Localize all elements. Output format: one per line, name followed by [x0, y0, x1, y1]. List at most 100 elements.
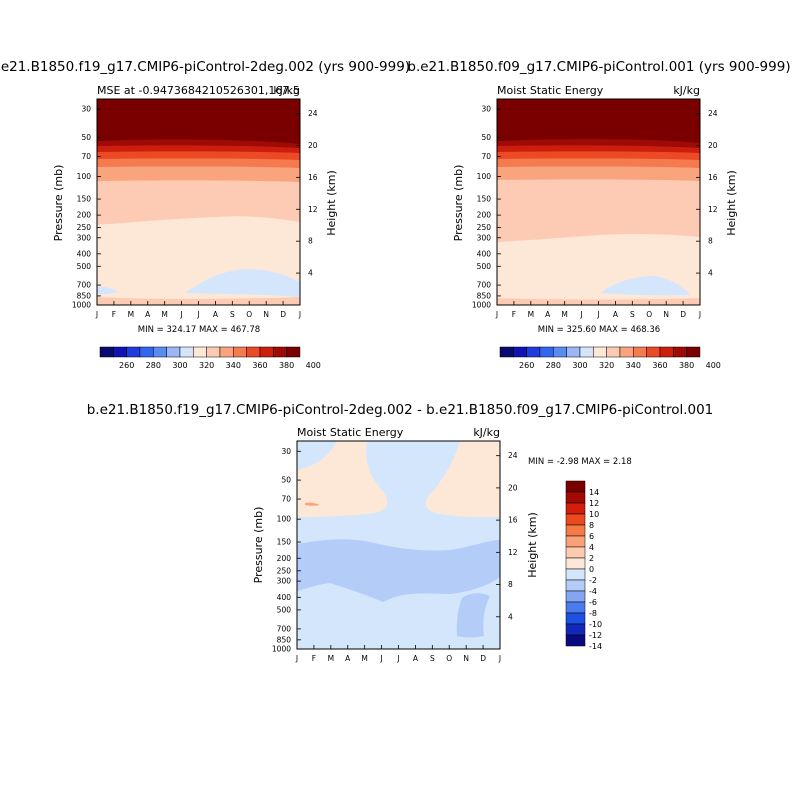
x-tick-label: N — [663, 310, 669, 319]
panel-1-right-label: kJ/kg — [273, 84, 300, 97]
y-tick-label: 850 — [277, 635, 292, 644]
colorbar-label: -14 — [589, 642, 602, 651]
x-tick-label: J — [379, 654, 382, 663]
colorbar-label: 8 — [589, 521, 594, 530]
y-tick-label: 150 — [477, 195, 492, 204]
y2-tick-label: 24 — [308, 109, 318, 118]
y-tick-label: 50 — [81, 133, 91, 142]
y-tick-label: 100 — [477, 172, 492, 181]
y-tick-label: 150 — [77, 195, 92, 204]
panel-2-ylabel-right: Height (km) — [725, 170, 738, 236]
colorbar-label: 340 — [626, 361, 641, 370]
colorbar-swatch — [539, 346, 554, 358]
panel-1-ylabel-right: Height (km) — [325, 170, 338, 236]
x-tick-label: D — [280, 310, 286, 319]
x-tick-label: M — [528, 310, 534, 319]
colorbar-swatch — [246, 346, 261, 358]
y-tick-label: 30 — [81, 105, 91, 114]
y-tick-label: 300 — [277, 577, 292, 586]
colorbar-swatch — [565, 491, 586, 504]
panel-1-stats: MIN = 324.17 MAX = 467.78 — [138, 325, 260, 335]
y-tick-label: 500 — [77, 262, 92, 271]
y-tick-label: 200 — [477, 211, 492, 220]
x-tick-label: A — [545, 310, 551, 319]
colorbar-swatch — [565, 623, 586, 636]
colorbar-label: 300 — [572, 361, 587, 370]
panel-2-colorbar: 260 280 300 320 340 360 380 400 — [499, 346, 721, 370]
x-tick-label: A — [345, 654, 351, 663]
colorbar-swatch — [606, 346, 621, 358]
colorbar-swatch — [193, 346, 207, 358]
panel-3-stats: MIN = -2.98 MAX = 2.18 — [528, 457, 632, 467]
y-tick-label: 300 — [477, 233, 492, 242]
x-tick-label: J — [196, 310, 199, 319]
panel-2-right-label: kJ/kg — [673, 84, 700, 97]
colorbar-swatch — [659, 346, 674, 358]
colorbar-swatch — [566, 346, 581, 358]
colorbar-swatch — [513, 346, 527, 358]
colorbar-swatch — [166, 346, 181, 358]
x-tick-label: A — [213, 310, 219, 319]
colorbar-label: 6 — [589, 532, 594, 541]
panel-2-title: b.e21.B1850.f09_g17.CMIP6-piControl.001 … — [407, 59, 790, 75]
panel-3-left-label: Moist Static Energy — [297, 426, 404, 439]
colorbar-swatch — [553, 346, 567, 358]
y-tick-label: 1000 — [472, 301, 491, 310]
x-tick-label: J — [298, 310, 301, 319]
y2-tick-label: 24 — [508, 451, 518, 460]
colorbar-swatch — [273, 346, 287, 358]
colorbar-swatch — [565, 601, 586, 614]
colorbar-swatch — [565, 568, 586, 581]
x-tick-label: S — [630, 310, 635, 319]
colorbar-swatch — [153, 346, 167, 358]
x-tick-label: J — [295, 654, 298, 663]
colorbar-swatch — [565, 579, 586, 592]
panel-1-title: b.e21.B1850.f19_g17.CMIP6-piControl-2deg… — [0, 59, 410, 75]
panel-1-ylabel: Pressure (mb) — [52, 165, 65, 242]
y-tick-label: 250 — [277, 566, 292, 575]
y-tick-label: 300 — [77, 233, 92, 242]
y-tick-label: 50 — [481, 133, 491, 142]
y2-tick-label: 4 — [508, 612, 513, 621]
y2-tick-label: 8 — [508, 580, 513, 589]
colorbar-label: 320 — [599, 361, 614, 370]
colorbar-label: 10 — [589, 510, 599, 519]
y2-tick-label: 20 — [308, 141, 318, 150]
x-tick-label: M — [128, 310, 134, 319]
x-tick-label: J — [495, 310, 498, 319]
colorbar-label: -10 — [589, 620, 602, 629]
y2-tick-label: 8 — [708, 237, 713, 246]
y2-tick-label: 12 — [508, 548, 518, 557]
panel-2-left-label: Moist Static Energy — [497, 84, 604, 97]
y-tick-label: 400 — [77, 249, 92, 258]
colorbar-label: 380 — [679, 361, 694, 370]
colorbar-swatch — [286, 346, 301, 358]
colorbar-swatch — [633, 346, 647, 358]
y-tick-label: 30 — [281, 447, 291, 456]
panel-2: b.e21.B1850.f09_g17.CMIP6-piControl.001 … — [407, 59, 790, 370]
x-tick-label: J — [95, 310, 98, 319]
colorbar-swatch — [126, 346, 141, 358]
x-tick-label: M — [561, 310, 567, 319]
x-tick-label: M — [328, 654, 334, 663]
colorbar-swatch — [673, 346, 687, 358]
panel-1: b.e21.B1850.f19_g17.CMIP6-piControl-2deg… — [0, 59, 410, 370]
panel-1-colorbar: 260 280 300 320 340 360 380 400 — [99, 346, 321, 370]
x-tick-label: D — [480, 654, 486, 663]
colorbar-label: 0 — [589, 565, 594, 574]
colorbar-swatch — [686, 346, 701, 358]
y-tick-label: 50 — [281, 476, 291, 485]
panel-2-ylabel: Pressure (mb) — [452, 165, 465, 242]
colorbar-swatch — [565, 634, 586, 647]
panel-1-left-label: MSE at -0.9473684210526301,167.5 — [97, 84, 300, 97]
colorbar-label: -12 — [589, 631, 602, 640]
colorbar-swatch — [499, 346, 514, 358]
y-tick-label: 70 — [81, 152, 91, 161]
panel-3-ylabel: Pressure (mb) — [252, 507, 265, 584]
